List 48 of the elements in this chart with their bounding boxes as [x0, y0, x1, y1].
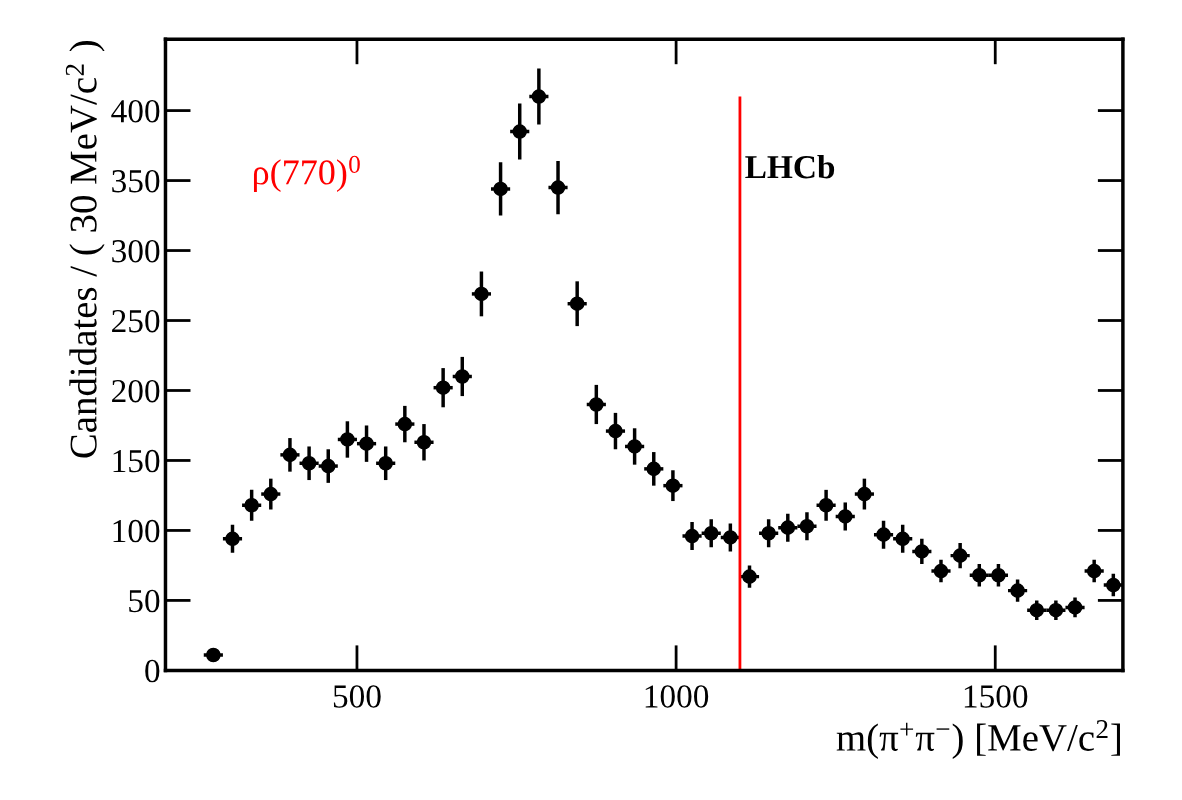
point	[646, 461, 662, 477]
point	[282, 447, 298, 463]
point	[512, 124, 528, 139]
x-axis-title: m(π$^{+}$π$^{−}$) [MeV/c$^{2}$]	[836, 720, 1120, 759]
point	[263, 486, 279, 502]
point	[665, 478, 681, 493]
point	[837, 509, 853, 524]
y-tick-label: 0	[145, 659, 160, 683]
annotation: ρ(770)$^{0}$	[253, 155, 360, 192]
point	[742, 569, 757, 584]
y-tick-label: 200	[112, 379, 160, 403]
point	[1086, 563, 1102, 579]
point	[1010, 583, 1025, 598]
point	[225, 531, 240, 547]
point	[608, 423, 623, 439]
point	[761, 525, 776, 541]
point	[493, 181, 508, 197]
point	[818, 497, 834, 513]
y-tick-label: 400	[111, 99, 160, 123]
point	[550, 180, 566, 195]
x-tick-label: 1000	[645, 685, 709, 708]
point	[933, 563, 949, 579]
point	[914, 544, 930, 559]
y-tick-label: 100	[113, 519, 160, 543]
point	[569, 296, 585, 311]
point	[1106, 577, 1121, 593]
point	[416, 434, 432, 450]
y-tick-label: 250	[112, 309, 160, 333]
point	[397, 416, 413, 432]
y-tick-label: 150	[113, 449, 160, 473]
y-tick-label: 50	[129, 589, 160, 613]
point	[435, 380, 451, 395]
point	[474, 286, 489, 302]
x-tick-label: 500	[333, 685, 381, 708]
point	[206, 647, 221, 663]
annotation: LHCb	[745, 154, 835, 179]
x-tick-label: 1500	[964, 685, 1028, 708]
point	[952, 548, 968, 563]
point	[378, 455, 393, 471]
y-tick-label: 350	[112, 169, 160, 193]
point	[531, 89, 547, 104]
point	[857, 486, 872, 502]
y-tick-label: 300	[112, 239, 160, 263]
point	[627, 439, 642, 454]
point	[244, 497, 259, 513]
point	[589, 397, 604, 412]
y-axis-title: Candidates / ( 30 MeV/c$^{2}$ )	[65, 41, 105, 458]
point	[454, 369, 470, 384]
